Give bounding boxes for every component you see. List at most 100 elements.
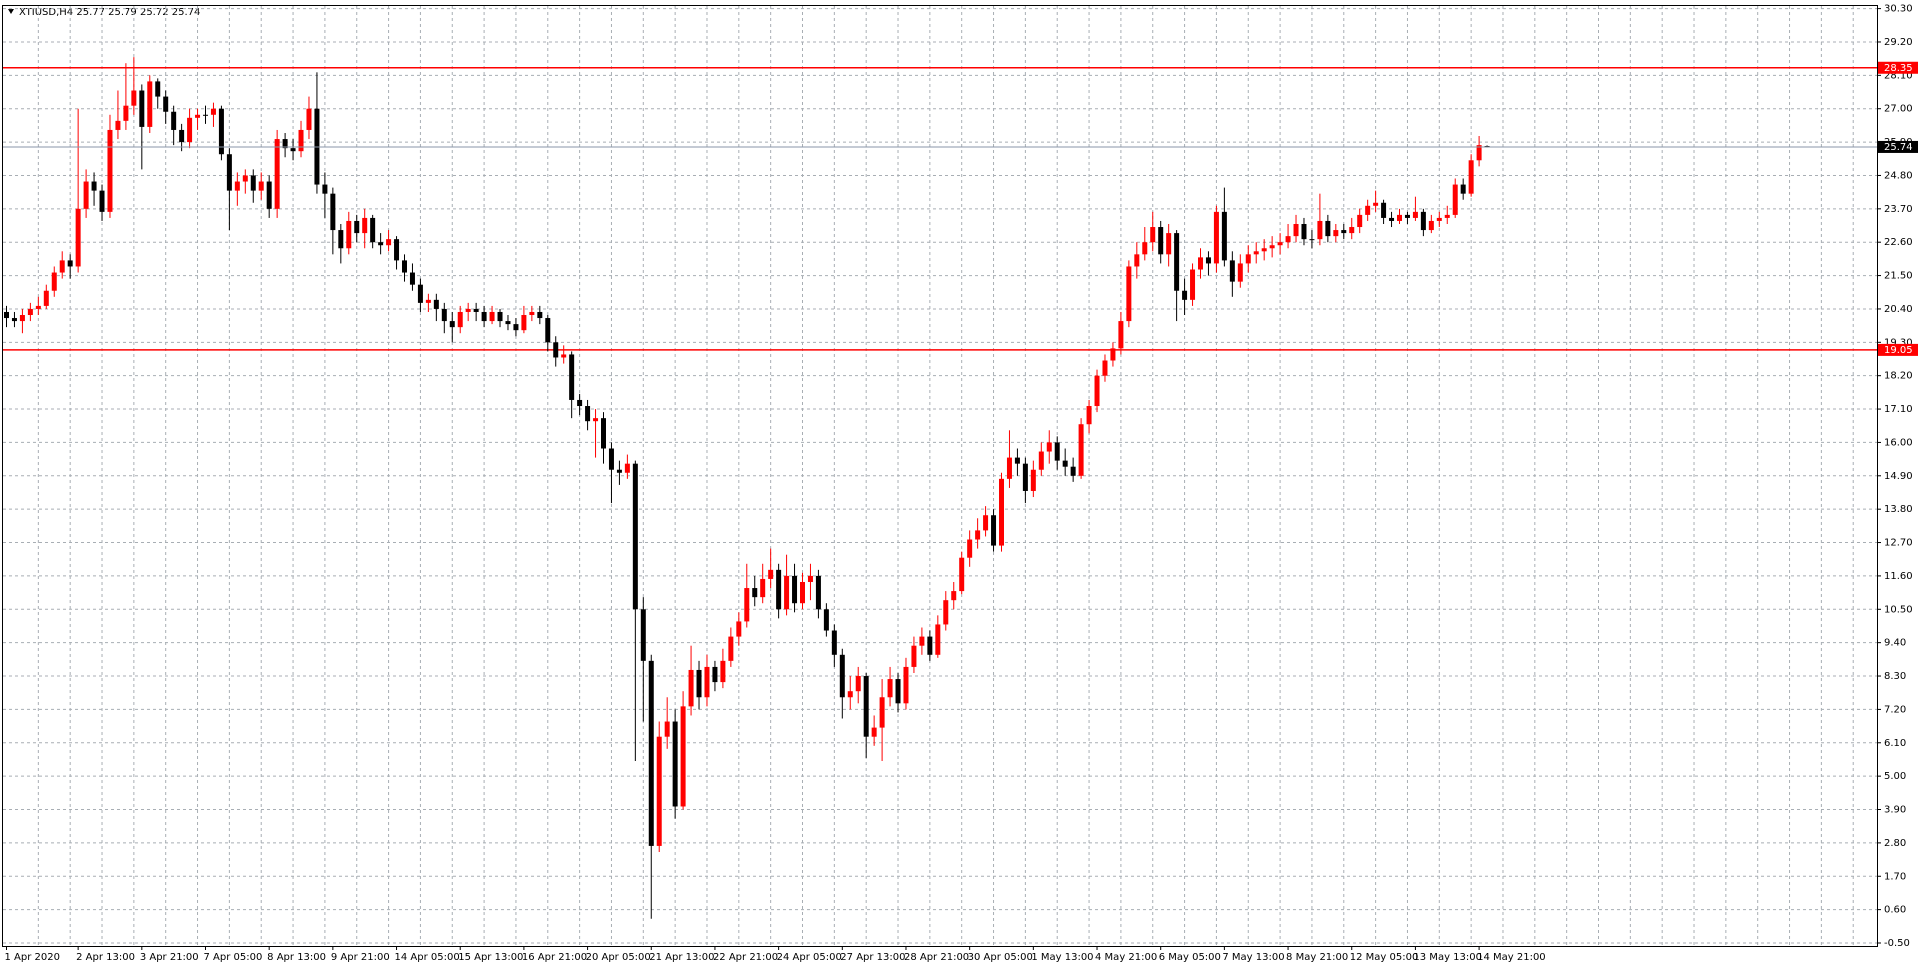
x-tick-label: 24 Apr 05:00 (777, 952, 842, 963)
x-tick-label: 22 Apr 21:00 (713, 952, 778, 963)
candle-body (354, 220, 360, 234)
candle-body (306, 108, 312, 130)
candle-body (1357, 214, 1363, 228)
candle-body (1452, 184, 1458, 215)
candle-body (1253, 251, 1259, 255)
candle-body (51, 272, 57, 291)
candle-body (1022, 463, 1028, 491)
candle-body (489, 311, 495, 322)
candle-body (903, 666, 909, 704)
candle-body (975, 530, 981, 540)
y-tick-label: 30.30 (1884, 4, 1913, 15)
candle-body (728, 636, 734, 661)
candle-body (744, 588, 750, 622)
candle-body (1333, 230, 1339, 237)
candle-body (179, 129, 185, 143)
candle-body (1373, 202, 1379, 206)
level-label: 28.35 (1884, 63, 1913, 74)
y-tick-label: 9.40 (1884, 638, 1906, 649)
y-tick-label: -0.50 (1884, 938, 1910, 949)
candle-body (1325, 220, 1331, 237)
candle-body (720, 660, 726, 683)
y-tick-label: 10.50 (1884, 604, 1913, 615)
candle-body (1460, 184, 1466, 194)
y-tick-label: 3.90 (1884, 805, 1906, 816)
candle-body (561, 354, 567, 358)
candle-body (616, 469, 622, 473)
candle-body (75, 208, 81, 267)
candle-body (298, 129, 304, 152)
candle-body (1158, 227, 1164, 255)
candle-body (203, 114, 208, 116)
y-tick-label: 27.00 (1884, 104, 1913, 115)
candle-body (1476, 145, 1482, 161)
candle-body (688, 669, 694, 707)
candle-body (959, 557, 965, 592)
candle-body (983, 515, 989, 531)
candle-body (274, 139, 280, 209)
candle-body (11, 318, 17, 322)
candle-body (457, 311, 463, 328)
candle-body (346, 220, 352, 249)
candle-body (59, 260, 65, 273)
candle-body (330, 193, 336, 231)
candle-body (871, 727, 877, 737)
candle-body (1182, 290, 1188, 300)
candle-body (131, 90, 137, 106)
candle-body (1205, 257, 1211, 264)
candle-body (545, 318, 551, 343)
candle-body (322, 184, 328, 194)
candle-body (1078, 424, 1084, 476)
y-tick-label: 28.10 (1884, 70, 1913, 81)
candle-body (999, 478, 1004, 546)
x-tick-label: 8 May 21:00 (1286, 952, 1348, 963)
level-label: 19.05 (1884, 345, 1913, 356)
candle-body (1006, 457, 1012, 479)
candle-body (1038, 451, 1044, 470)
candle-body (1134, 254, 1140, 267)
candle-body (1444, 214, 1450, 218)
y-tick-label: 6.10 (1884, 738, 1906, 749)
candle-body (234, 181, 240, 191)
candle-body (505, 321, 511, 325)
candle-body (831, 630, 837, 655)
x-tick-label: 28 Apr 21:00 (904, 952, 969, 963)
candle-body (250, 175, 256, 191)
y-tick-label: 19.30 (1884, 337, 1913, 348)
candle-body (4, 311, 9, 319)
candle-body (823, 609, 829, 631)
candle-body (1389, 217, 1395, 221)
menu-arrow[interactable] (8, 9, 14, 14)
candle-body (1102, 360, 1108, 376)
candle-body (370, 217, 376, 243)
candle-body (402, 260, 407, 273)
candle-body (800, 581, 805, 604)
level-label-bg (1878, 343, 1918, 356)
candle-body (394, 239, 400, 261)
candle-body (569, 354, 575, 400)
candle-body (624, 463, 630, 473)
candle-body (258, 181, 264, 191)
y-tick-label: 13.80 (1884, 504, 1913, 515)
y-tick-label: 16.00 (1884, 437, 1913, 448)
x-tick-label: 13 May 13:00 (1413, 952, 1482, 963)
y-tick-label: 14.90 (1884, 471, 1913, 482)
candle-body (187, 117, 193, 143)
candle-body (648, 660, 654, 846)
x-tick-label: 15 Apr 13:00 (458, 952, 523, 963)
candle-body (1245, 254, 1251, 264)
candle-body (1229, 260, 1235, 282)
candle-body (640, 609, 646, 661)
candle-body (521, 315, 527, 331)
candle-body (1277, 242, 1283, 246)
candle-body (1118, 321, 1124, 349)
candle-body (1261, 248, 1267, 252)
x-tick-label: 4 May 21:00 (1095, 952, 1157, 963)
candle-body (1341, 230, 1347, 234)
candle-body (537, 311, 543, 319)
candle-body (226, 154, 232, 191)
candle-body (712, 666, 718, 683)
candle-body (1436, 217, 1442, 221)
chart-title: XTIUSD,H4 25.77 25.79 25.72 25.74 (19, 7, 200, 18)
